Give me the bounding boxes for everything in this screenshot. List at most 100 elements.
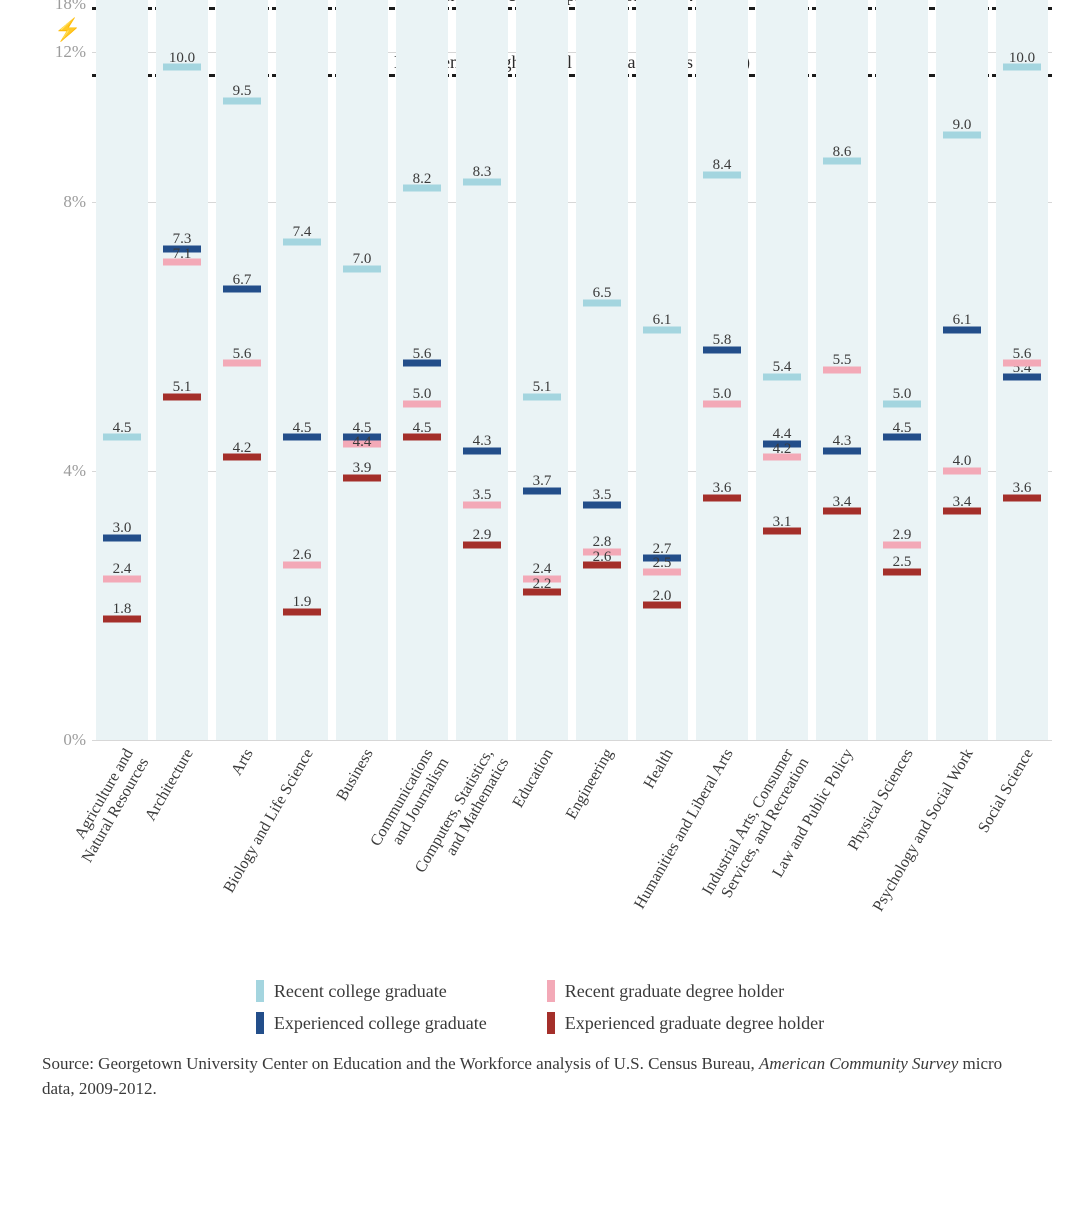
legend-label: Recent graduate degree holder <box>565 981 784 1002</box>
value-label: 4.2 <box>212 440 272 457</box>
legend-label: Experienced graduate degree holder <box>565 1013 824 1034</box>
x-label-slot: Engineering <box>572 740 632 970</box>
value-label: 2.0 <box>632 588 692 605</box>
value-label: 4.5 <box>272 420 332 437</box>
value-label: 1.9 <box>272 594 332 611</box>
x-label-slot: Law and Public Policy <box>812 740 872 970</box>
value-label: 10.0 <box>152 50 212 67</box>
value-label: 3.7 <box>512 473 572 490</box>
plot-area: 0%4%8%12%18%⚡Recent high school diploma … <box>92 0 1052 740</box>
x-label-slot: Psychology and Social Work <box>932 740 992 970</box>
category-column: 9.5 6.7 5.6 4.2 <box>212 0 272 740</box>
category-column: 6.53.52.82.6 <box>572 0 632 740</box>
value-label: 2.9 <box>872 527 932 544</box>
value-label: 3.5 <box>572 487 632 504</box>
x-label-slot: Agriculture andNatural Resources <box>92 740 152 970</box>
value-label: 6.1 <box>932 312 992 329</box>
value-label: 8.4 <box>692 157 752 174</box>
category-column: 8.3 4.3 3.5 2.9 <box>452 0 512 740</box>
value-label: 4.3 <box>452 433 512 450</box>
value-label: 4.3 <box>812 433 872 450</box>
source-prefix: Source: Georgetown University Center on … <box>42 1054 759 1073</box>
legend-swatch-icon <box>256 1012 264 1034</box>
category-column: 7.4 4.5 2.6 1.9 <box>272 0 332 740</box>
source-citation: Source: Georgetown University Center on … <box>42 1052 1038 1101</box>
legend-swatch-icon <box>547 1012 555 1034</box>
value-label: 3.4 <box>932 494 992 511</box>
value-label: 2.5 <box>632 555 692 572</box>
value-label: 2.2 <box>512 576 572 593</box>
value-label: 5.6 <box>212 346 272 363</box>
category-column: 5.13.72.42.2 <box>512 0 572 740</box>
legend-item: Experienced graduate degree holder <box>547 1012 824 1034</box>
value-label: 7.1 <box>152 246 212 263</box>
value-label: 4.4 <box>332 434 392 451</box>
value-label: 5.5 <box>812 352 872 369</box>
value-label: 5.0 <box>392 386 452 403</box>
value-label: 6.5 <box>572 285 632 302</box>
y-tick-label: 4% <box>42 461 86 481</box>
legend: Recent college graduateExperienced colle… <box>60 980 1020 1034</box>
x-label: Health <box>641 746 678 792</box>
value-label: 2.6 <box>272 547 332 564</box>
category-column: 6.12.72.52.0 <box>632 0 692 740</box>
value-label: 3.1 <box>752 514 812 531</box>
x-label: Education <box>510 746 558 811</box>
value-label: 8.2 <box>392 171 452 188</box>
value-label: 2.9 <box>452 527 512 544</box>
value-label: 2.4 <box>92 561 152 578</box>
value-label: 4.5 <box>872 420 932 437</box>
category-column: 8.2 5.6 5.0 4.5 <box>392 0 452 740</box>
category-column: 4.5 3.0 2.4 1.8 <box>92 0 152 740</box>
legend-swatch-icon <box>547 980 555 1002</box>
value-label: 2.6 <box>572 549 632 566</box>
x-label-slot: Computers, Statistics,and Mathematics <box>452 740 512 970</box>
value-label: 4.2 <box>752 441 812 458</box>
x-axis-labels: Agriculture andNatural ResourcesArchitec… <box>92 740 1052 970</box>
value-label: 8.3 <box>452 164 512 181</box>
category-column: 5.44.44.23.1 <box>752 0 812 740</box>
value-label: 5.8 <box>692 332 752 349</box>
columns: 4.53.02.41.810.07.37.15.19.56.75.64.27.4… <box>92 0 1052 740</box>
value-label: 4.5 <box>392 420 452 437</box>
value-label: 3.6 <box>992 480 1052 497</box>
value-label: 3.5 <box>452 487 512 504</box>
value-label: 9.0 <box>932 117 992 134</box>
x-label: Arts <box>228 746 258 779</box>
category-column: 7.04.54.43.9 <box>332 0 392 740</box>
legend-swatch-icon <box>256 980 264 1002</box>
legend-label: Experienced college graduate <box>274 1013 487 1034</box>
y-tick-label: 0% <box>42 730 86 750</box>
value-label: 7.4 <box>272 224 332 241</box>
value-label: 2.5 <box>872 554 932 571</box>
category-column: 5.04.52.92.5 <box>872 0 932 740</box>
y-tick-label: 8% <box>42 192 86 212</box>
value-label: 3.0 <box>92 520 152 537</box>
x-label: Business <box>334 746 378 804</box>
x-label-slot: Social Science <box>992 740 1052 970</box>
value-label: 6.7 <box>212 272 272 289</box>
category-column: 8.45.85.03.6 <box>692 0 752 740</box>
value-label: 8.6 <box>812 144 872 161</box>
value-label: 4.5 <box>92 420 152 437</box>
value-label: 5.4 <box>752 359 812 376</box>
value-label: 9.5 <box>212 83 272 100</box>
x-label-slot: Business <box>332 740 392 970</box>
value-label: 1.8 <box>92 601 152 618</box>
axis-break-icon: ⚡ <box>54 17 81 43</box>
value-label: 3.9 <box>332 460 392 477</box>
x-label: Agriculture andNatural Resources <box>63 746 154 866</box>
x-label: Engineering <box>563 746 618 823</box>
value-label: 3.4 <box>812 494 872 511</box>
value-label: 5.1 <box>512 379 572 396</box>
y-tick-label: 12% <box>42 42 86 62</box>
category-column: 10.07.37.15.1 <box>152 0 212 740</box>
x-label-slot: Education <box>512 740 572 970</box>
value-label: 5.6 <box>392 346 452 363</box>
chart-container: 0%4%8%12%18%⚡Recent high school diploma … <box>0 0 1080 1131</box>
category-column: 9.0 6.1 4.0 3.4 <box>932 0 992 740</box>
value-label: 6.1 <box>632 312 692 329</box>
category-column: 10.05.45.63.6 <box>992 0 1052 740</box>
value-label: 5.0 <box>692 386 752 403</box>
value-label: 4.0 <box>932 453 992 470</box>
